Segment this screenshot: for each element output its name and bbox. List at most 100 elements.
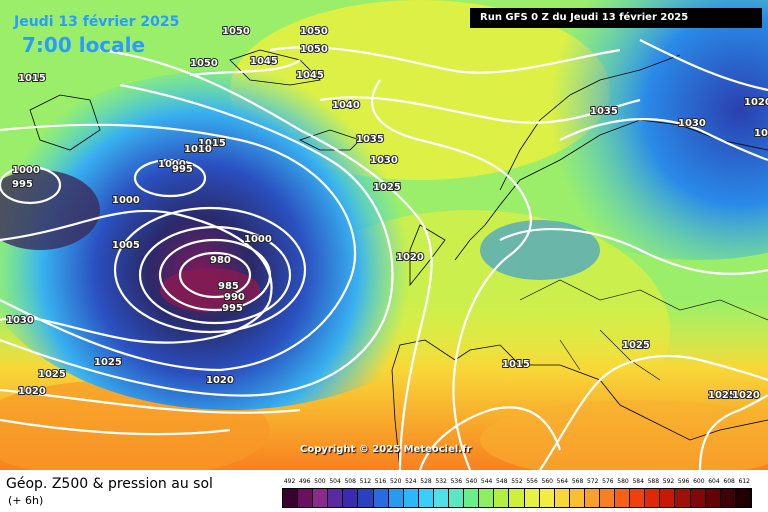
isobar-label: 1000 [158, 159, 186, 170]
scale-swatch [418, 489, 434, 507]
scale-swatch [645, 489, 661, 507]
scale-label: 604 [708, 478, 720, 485]
scale-swatch [599, 489, 616, 507]
scale-swatch [403, 489, 419, 507]
scale-swatch [720, 489, 736, 507]
scale-label: 500 [314, 478, 326, 485]
scale-label: 496 [299, 478, 311, 485]
isobar-label: 1015 [754, 128, 768, 139]
scale-swatch [554, 489, 570, 507]
scale-label: 600 [693, 478, 705, 485]
isobar-label: 980 [210, 255, 231, 266]
isobar-label: 990 [224, 292, 245, 303]
scale-label: 508 [344, 478, 356, 485]
scale-swatch [735, 489, 751, 507]
isobar-label: 1020 [732, 390, 760, 401]
scale-label: 540 [465, 478, 478, 485]
scale-swatch [524, 489, 540, 507]
isobar-label: 1030 [6, 315, 34, 326]
scale-label: 588 [647, 478, 660, 485]
scale-label: 532 [435, 478, 447, 485]
scale-label: 584 [632, 478, 644, 485]
scale-swatch [509, 489, 525, 507]
scale-swatch [705, 489, 721, 507]
isobar-label: 1030 [678, 118, 706, 129]
geopotential-field: 1050 1050 1050 1050 1045 1045 1040 1035 … [0, 0, 768, 470]
isobar-label: 1025 [708, 390, 736, 401]
legend-title: Géop. Z500 & pression au sol [6, 476, 213, 492]
scale-label: 516 [374, 478, 387, 485]
isobar-label: 1000 [12, 165, 40, 176]
isobar-label: 1020 [18, 386, 46, 397]
isobar-label: 1000 [244, 234, 272, 245]
scale-label: 612 [738, 478, 750, 485]
isobar-label: 1050 [300, 26, 328, 37]
isobar-label: 1005 [112, 240, 140, 251]
isobar-label: 1020 [396, 252, 424, 263]
isobar-label: 995 [222, 303, 243, 314]
scale-swatch [298, 489, 314, 507]
scale-swatch [539, 489, 555, 507]
run-info: Run GFS 0 Z du Jeudi 13 février 2025 [470, 8, 762, 28]
scale-swatch [630, 489, 646, 507]
copyright-notice: Copyright © 2025 Meteociel.fr [300, 444, 472, 455]
scale-swatch [283, 489, 299, 507]
isobar-label: 1035 [356, 134, 384, 145]
scale-swatch [373, 489, 389, 507]
scale-label: 528 [420, 478, 432, 485]
color-scale: 492 496 500 504 508 512 516 520 524 528 532 536 540 5… [282, 478, 752, 508]
scale-swatch [584, 489, 600, 507]
scale-swatch [433, 489, 450, 507]
scale-label: 596 [677, 478, 690, 485]
scale-swatch [569, 489, 585, 507]
color-scale-labels: 492 496 500 504 508 512 516 520 524 528 532 536 540 5… [282, 478, 752, 488]
isobar-label: 1000 [112, 195, 140, 206]
isobar-label: 1045 [250, 56, 278, 67]
isobar-label: 1040 [332, 100, 360, 111]
scale-swatch [388, 489, 404, 507]
isobar-label: 1020 [206, 375, 234, 386]
scale-label: 572 [586, 478, 599, 485]
scale-label: 568 [571, 478, 584, 485]
scale-swatch [615, 489, 631, 507]
forecast-date: Jeudi 13 février 2025 [14, 14, 180, 30]
scale-label: 524 [405, 478, 417, 485]
scale-swatch [660, 489, 676, 507]
isobar-label: 1050 [190, 58, 218, 69]
scale-swatch [675, 489, 691, 507]
isobar-label: 1015 [18, 73, 46, 84]
scale-swatch [328, 489, 344, 507]
isobar-label: 985 [218, 281, 239, 292]
isobar-label: 1015 [502, 359, 530, 370]
scale-swatch [313, 489, 329, 507]
scale-label: 536 [450, 478, 463, 485]
isobar-label: 1015 [198, 138, 226, 149]
isobar-label: 1010 [184, 144, 212, 155]
isobar-label: 1020 [744, 97, 768, 108]
scale-label: 560 [541, 478, 553, 485]
scale-swatch [494, 489, 510, 507]
color-scale-bar [282, 488, 752, 508]
scale-swatch [464, 489, 480, 507]
scale-label: 592 [662, 478, 675, 485]
isobar-label: 1045 [296, 70, 324, 81]
scale-label: 552 [511, 478, 523, 485]
scale-label: 564 [556, 478, 569, 485]
scale-swatch [358, 489, 374, 507]
legend-bar: Géop. Z500 & pression au sol (+ 6h) 492 4… [0, 470, 768, 512]
scale-label: 520 [389, 478, 402, 485]
isobar-label: 1025 [373, 182, 401, 193]
isobar-label: 995 [12, 179, 33, 190]
scale-label: 556 [526, 478, 538, 485]
scale-swatch [449, 489, 465, 507]
scale-label: 512 [359, 478, 372, 485]
scale-swatch [343, 489, 359, 507]
isobar-label: 1025 [94, 357, 122, 368]
scale-label: 504 [329, 478, 341, 485]
isobar-label: 1050 [300, 44, 328, 55]
scale-label: 548 [496, 478, 508, 485]
scale-label: 544 [480, 478, 493, 485]
scale-label: 608 [723, 478, 735, 485]
scale-swatch [479, 489, 495, 507]
scale-swatch [690, 489, 706, 507]
